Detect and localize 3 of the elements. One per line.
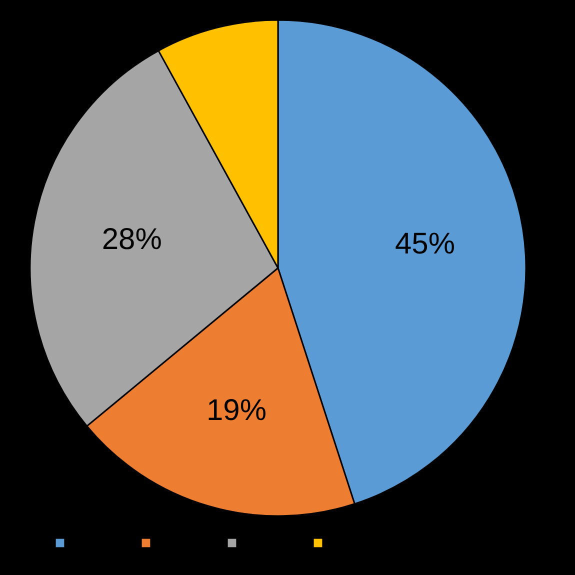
data-label: 28% <box>102 223 162 256</box>
data-label: 45% <box>394 228 455 261</box>
data-label: 19% <box>206 394 267 427</box>
